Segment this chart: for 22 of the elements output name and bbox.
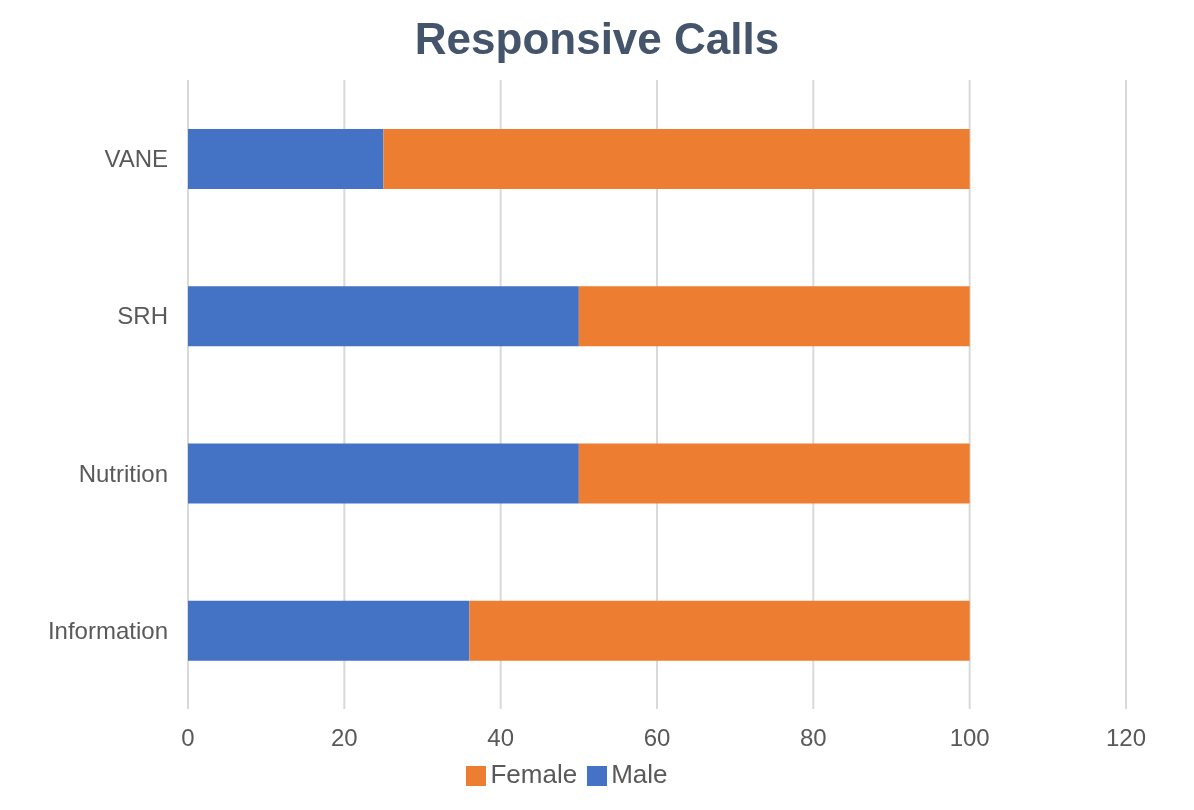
bar [188, 600, 470, 661]
bar [188, 286, 579, 347]
x-tick-label: 0 [181, 724, 195, 752]
legend-label: Female [490, 759, 578, 789]
y-tick-label: Nutrition [78, 459, 168, 487]
bar [578, 286, 970, 347]
y-tick-label: Information [47, 616, 168, 644]
x-tick-label: 120 [1105, 724, 1147, 752]
x-tick-label: 80 [799, 724, 827, 752]
bar [469, 600, 970, 661]
chart-title: Responsive Calls [413, 13, 781, 65]
x-tick-label: 60 [643, 724, 671, 752]
legend-label: Male [611, 759, 668, 789]
bar [383, 129, 970, 189]
y-tick-label: SRH [117, 302, 168, 330]
y-tick-label: VANE [104, 145, 168, 173]
x-tick-label: 20 [330, 724, 358, 752]
bar [578, 443, 970, 504]
x-tick-label: 100 [949, 724, 990, 752]
bar [188, 129, 384, 189]
bar [188, 443, 579, 504]
x-tick-label: 40 [487, 724, 515, 752]
